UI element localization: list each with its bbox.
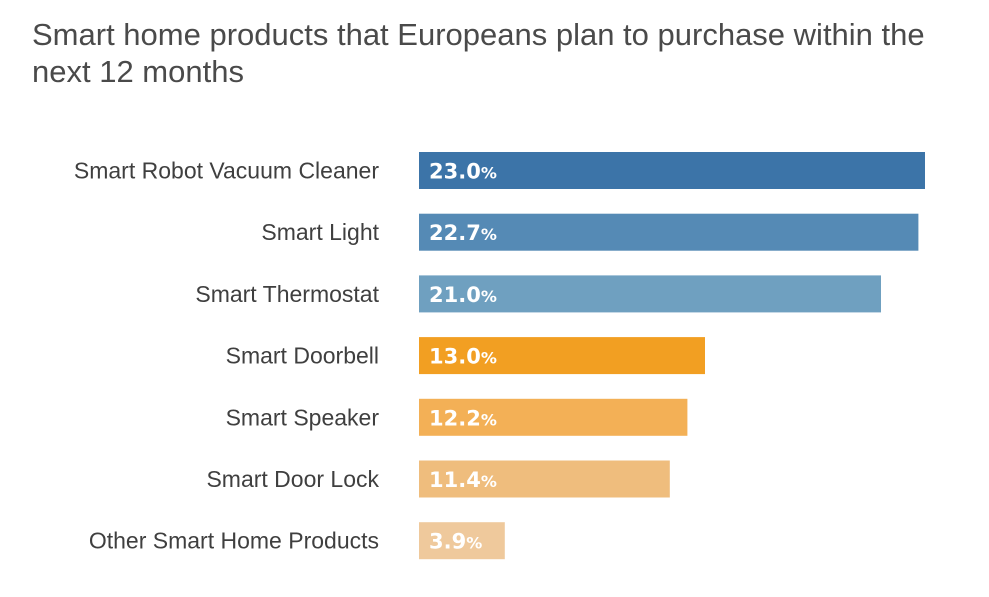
value-label: 11.4% <box>429 468 497 492</box>
value-label: 3.9% <box>429 530 482 554</box>
bar-group: Smart Robot Vacuum Cleaner 23.0% <box>74 152 925 189</box>
bar-group: Smart Doorbell 13.0% <box>226 337 705 375</box>
bar <box>419 460 670 498</box>
value-label: 23.0% <box>429 160 497 184</box>
bar-group: Smart Door Lock 11.4% <box>206 460 670 498</box>
bar <box>419 398 688 436</box>
category-label: Smart Doorbell <box>226 343 379 369</box>
value-label: 12.2% <box>429 406 497 430</box>
bar-group: Smart Speaker 12.2% <box>226 398 688 436</box>
bar <box>419 522 505 560</box>
bar-group: Smart Light 22.7% <box>261 213 919 251</box>
bar <box>419 275 881 313</box>
category-label: Smart Speaker <box>226 404 380 430</box>
bar-group: Smart Thermostat 21.0% <box>195 275 881 313</box>
bar <box>419 213 919 251</box>
bar-group: Other Smart Home Products 3.9% <box>89 522 505 560</box>
category-label: Smart Light <box>261 219 379 245</box>
category-label: Other Smart Home Products <box>89 528 379 554</box>
category-label: Smart Robot Vacuum Cleaner <box>74 158 379 184</box>
value-label: 13.0% <box>429 345 497 369</box>
chart-title: Smart home products that Europeans plan … <box>32 17 925 89</box>
bar <box>419 337 705 375</box>
value-label: 22.7% <box>429 221 497 245</box>
category-label: Smart Door Lock <box>206 466 379 492</box>
value-label: 21.0% <box>429 283 497 307</box>
bar <box>419 152 925 189</box>
category-label: Smart Thermostat <box>195 281 379 307</box>
